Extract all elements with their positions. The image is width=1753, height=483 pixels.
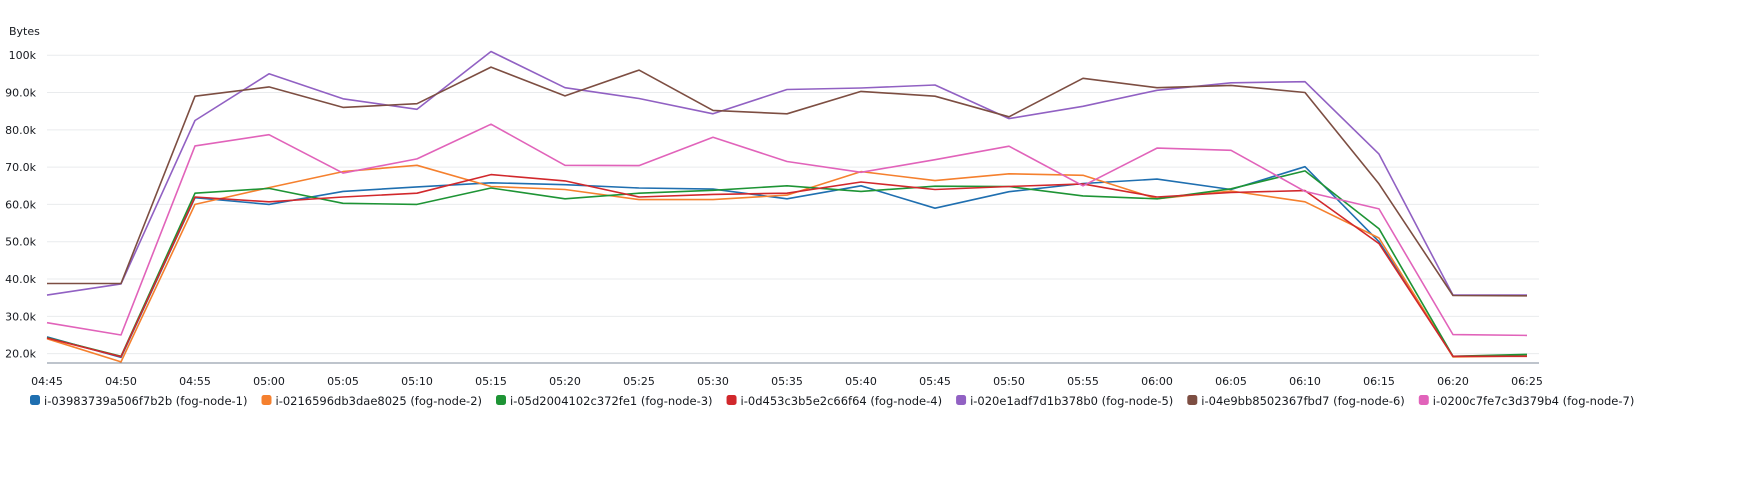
x-tick-label: 05:25 [623, 375, 655, 388]
x-tick-label: 05:40 [845, 375, 877, 388]
x-tick-label: 06:00 [1141, 375, 1173, 388]
x-tick-label: 05:55 [1067, 375, 1099, 388]
y-tick-label: 90.0k [5, 87, 36, 100]
legend-label: i-0d453c3b5e2c66f64 (fog-node-4) [741, 394, 943, 408]
legend-swatch [1187, 395, 1198, 405]
legend-label: i-04e9bb8502367fbd7 (fog-node-6) [1201, 394, 1404, 408]
legend-item-5[interactable]: i-020e1adf7d1b378b0 (fog-node-5) [956, 394, 1173, 408]
x-tick-label: 05:05 [327, 375, 359, 388]
x-axis-ticks: 04:45 04:50 04:55 05:00 05:05 05:10 05:15 05:20… [31, 362, 1543, 388]
legend-swatch [1418, 395, 1429, 405]
legend-label: i-03983739a506f7b2b (fog-node-1) [44, 394, 248, 408]
legend-swatch [956, 395, 967, 405]
legend-label: i-0216596db3dae8025 (fog-node-2) [276, 394, 483, 408]
series-line-5[interactable] [46, 50, 1527, 296]
x-tick-label: 06:05 [1215, 375, 1247, 388]
legend[interactable]: i-03983739a506f7b2b (fog-node-1) i-021659… [30, 394, 1634, 408]
x-tick-label: 06:15 [1363, 375, 1395, 388]
legend-item-2[interactable]: i-0216596db3dae8025 (fog-node-2) [261, 394, 483, 408]
x-tick-label: 05:45 [919, 375, 951, 388]
x-tick-label: 04:45 [31, 375, 63, 388]
x-tick-label: 05:20 [549, 375, 581, 388]
grid-lines [47, 54, 1539, 355]
y-tick-label: 60.0k [5, 198, 36, 211]
x-tick-label: 05:35 [771, 375, 803, 388]
series-line-6[interactable] [47, 66, 1528, 297]
y-tick-label: 80.0k [5, 124, 36, 137]
x-tick-label: 04:50 [105, 375, 137, 388]
y-tick-label: 20.0k [5, 348, 36, 361]
x-tick-label: 05:15 [475, 375, 507, 388]
legend-label: i-05d2004102c372fe1 (fog-node-3) [510, 394, 713, 408]
series-line-7[interactable] [46, 123, 1528, 337]
series-line-2[interactable] [46, 164, 1528, 363]
x-tick-label: 06:25 [1511, 375, 1543, 388]
y-tick-label: 100k [9, 49, 37, 62]
legend-item-7[interactable]: i-0200c7fe7c3d379b4 (fog-node-7) [1418, 394, 1635, 408]
y-axis-label: Bytes [9, 25, 40, 38]
x-tick-label: 05:10 [401, 375, 433, 388]
x-tick-label: 05:50 [993, 375, 1025, 388]
legend-swatch [496, 395, 506, 405]
x-tick-label: 05:30 [697, 375, 729, 388]
x-tick-label: 05:00 [253, 375, 285, 388]
legend-label: i-020e1adf7d1b378b0 (fog-node-5) [970, 394, 1173, 408]
y-tick-label: 50.0k [5, 236, 36, 249]
series-line-4[interactable] [46, 173, 1527, 358]
y-axis-ticks: 20.0k 30.0k 40.0k 50.0k 60.0k 70.0k 80.0k 90.0k… [5, 49, 36, 360]
legend-item-3[interactable]: i-05d2004102c372fe1 (fog-node-3) [496, 394, 713, 408]
legend-item-4[interactable]: i-0d453c3b5e2c66f64 (fog-node-4) [726, 394, 943, 408]
x-tick-label: 06:10 [1289, 375, 1321, 388]
legend-swatch [261, 395, 272, 405]
legend-item-6[interactable]: i-04e9bb8502367fbd7 (fog-node-6) [1187, 394, 1405, 408]
y-tick-label: 30.0k [5, 310, 36, 323]
y-tick-label: 40.0k [5, 273, 36, 286]
legend-label: i-0200c7fe7c3d379b4 (fog-node-7) [1433, 394, 1635, 408]
legend-swatch [726, 395, 737, 405]
series-lines [46, 50, 1528, 363]
legend-swatch [30, 395, 40, 405]
x-tick-label: 06:20 [1437, 375, 1469, 388]
y-tick-label: 70.0k [5, 161, 36, 174]
legend-item-1[interactable]: i-03983739a506f7b2b (fog-node-1) [30, 394, 248, 408]
x-tick-label: 04:55 [179, 375, 211, 388]
